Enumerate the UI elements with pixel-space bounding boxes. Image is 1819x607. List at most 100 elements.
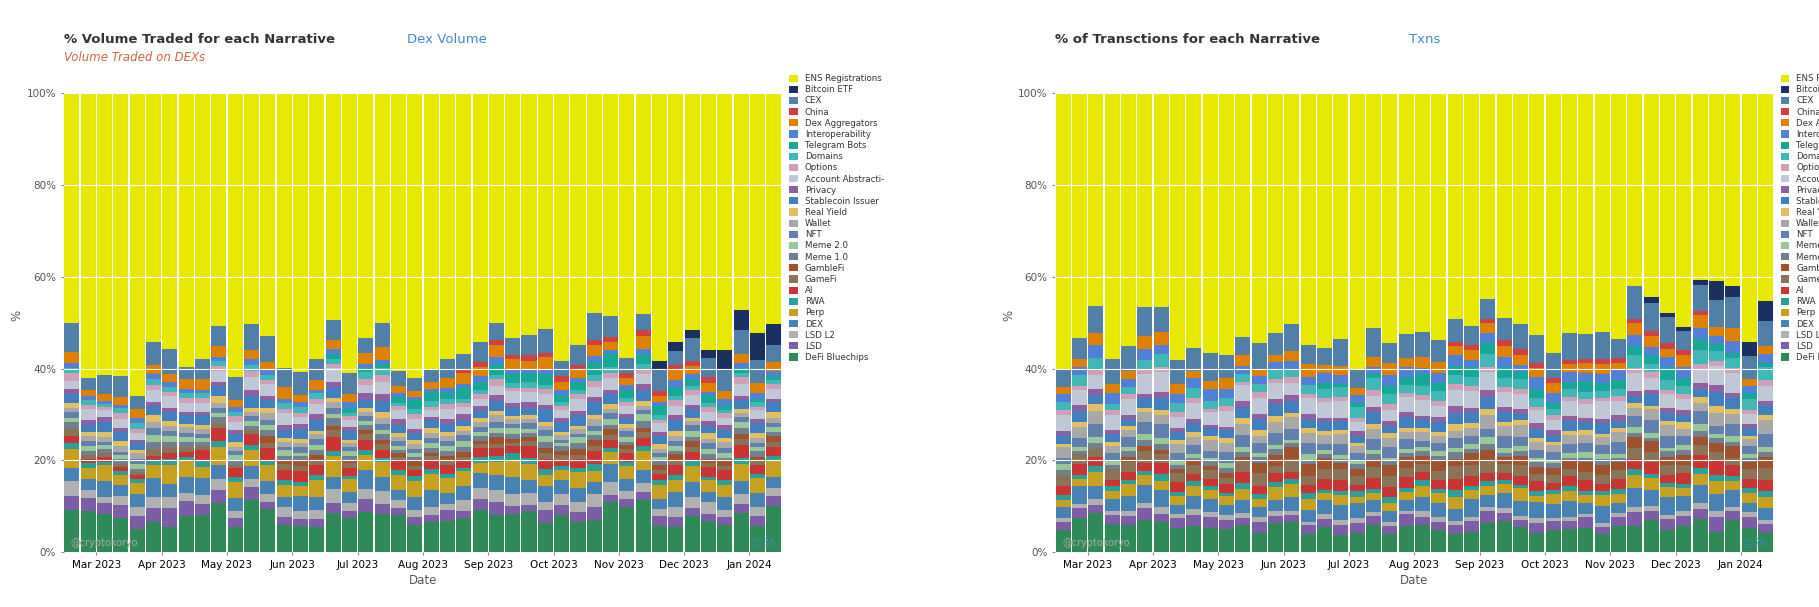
Bar bbox=[1104, 486, 1121, 492]
Bar bbox=[1153, 474, 1170, 481]
Bar bbox=[700, 521, 717, 552]
Bar bbox=[211, 428, 226, 441]
Bar bbox=[1724, 353, 1741, 358]
Bar bbox=[375, 324, 389, 347]
Bar bbox=[668, 527, 684, 552]
Bar bbox=[1137, 520, 1153, 552]
Bar bbox=[358, 435, 373, 439]
Bar bbox=[1317, 527, 1332, 552]
Bar bbox=[1153, 490, 1170, 507]
Bar bbox=[1382, 394, 1397, 404]
Bar bbox=[489, 438, 504, 444]
Bar bbox=[457, 431, 471, 435]
Bar bbox=[1235, 354, 1250, 365]
Bar bbox=[1366, 396, 1381, 407]
Bar bbox=[473, 448, 487, 457]
Bar bbox=[637, 390, 651, 401]
Bar bbox=[555, 515, 569, 552]
Bar bbox=[342, 402, 357, 407]
Bar bbox=[260, 419, 275, 425]
Bar bbox=[1317, 435, 1332, 444]
Bar bbox=[375, 444, 389, 450]
Bar bbox=[1757, 380, 1774, 386]
Bar bbox=[1464, 490, 1479, 499]
Bar bbox=[1301, 486, 1315, 493]
Bar bbox=[424, 448, 438, 453]
Bar bbox=[1251, 486, 1266, 494]
Bar bbox=[424, 421, 438, 428]
Bar bbox=[473, 436, 487, 441]
Bar bbox=[538, 443, 553, 448]
Bar bbox=[1317, 490, 1332, 493]
Bar bbox=[1432, 422, 1446, 432]
Bar bbox=[457, 511, 471, 518]
Bar bbox=[178, 389, 193, 393]
Bar bbox=[1757, 321, 1774, 346]
Bar bbox=[1708, 452, 1724, 461]
Bar bbox=[391, 386, 406, 393]
Bar bbox=[749, 507, 766, 516]
Bar bbox=[620, 449, 635, 453]
Text: % Volume Traded for each Narrative: % Volume Traded for each Narrative bbox=[64, 33, 344, 46]
Bar bbox=[1235, 374, 1250, 382]
Bar bbox=[260, 380, 275, 384]
Bar bbox=[1757, 480, 1774, 491]
Bar bbox=[358, 337, 373, 353]
Bar bbox=[358, 408, 373, 412]
Bar bbox=[1153, 93, 1170, 307]
Bar bbox=[407, 526, 422, 552]
Bar bbox=[1071, 486, 1088, 504]
Bar bbox=[1563, 469, 1577, 476]
Bar bbox=[1350, 370, 1364, 388]
Bar bbox=[733, 439, 749, 445]
Bar bbox=[668, 406, 684, 415]
Bar bbox=[637, 421, 651, 428]
Bar bbox=[1579, 373, 1593, 381]
Bar bbox=[489, 456, 504, 462]
Bar bbox=[766, 477, 782, 488]
Bar bbox=[358, 368, 373, 372]
Bar bbox=[1186, 454, 1201, 458]
Bar bbox=[1628, 459, 1643, 469]
Bar bbox=[227, 527, 242, 552]
Bar bbox=[1415, 472, 1430, 481]
Bar bbox=[113, 446, 129, 452]
Bar bbox=[1317, 514, 1332, 519]
Bar bbox=[407, 510, 422, 517]
Bar bbox=[1497, 436, 1512, 448]
Bar bbox=[129, 494, 146, 507]
Bar bbox=[1757, 401, 1774, 405]
Bar bbox=[1317, 402, 1332, 418]
Bar bbox=[538, 459, 553, 469]
Bar bbox=[1628, 512, 1643, 526]
Bar bbox=[1595, 484, 1610, 491]
Bar bbox=[684, 466, 700, 482]
Bar bbox=[506, 338, 520, 355]
Bar bbox=[1121, 480, 1137, 484]
Bar bbox=[1366, 467, 1381, 478]
Bar bbox=[1741, 379, 1757, 386]
Bar bbox=[637, 349, 651, 354]
Bar bbox=[391, 441, 406, 446]
Bar bbox=[1448, 438, 1462, 448]
Bar bbox=[1399, 476, 1413, 487]
Bar bbox=[1464, 521, 1479, 532]
Bar bbox=[538, 388, 553, 395]
Bar bbox=[717, 399, 733, 405]
Bar bbox=[1432, 456, 1446, 459]
Bar bbox=[1219, 463, 1233, 468]
Bar bbox=[407, 429, 422, 433]
Bar bbox=[1661, 515, 1675, 519]
Bar bbox=[684, 374, 700, 379]
Bar bbox=[1708, 392, 1724, 406]
Bar bbox=[1513, 379, 1528, 388]
Bar bbox=[1235, 489, 1250, 500]
Bar bbox=[1464, 465, 1479, 476]
Bar bbox=[1104, 453, 1121, 461]
Bar bbox=[1186, 458, 1201, 461]
Bar bbox=[637, 470, 651, 483]
Bar bbox=[1055, 447, 1071, 458]
Bar bbox=[1497, 448, 1512, 453]
Bar bbox=[604, 316, 618, 337]
Bar bbox=[96, 497, 113, 503]
